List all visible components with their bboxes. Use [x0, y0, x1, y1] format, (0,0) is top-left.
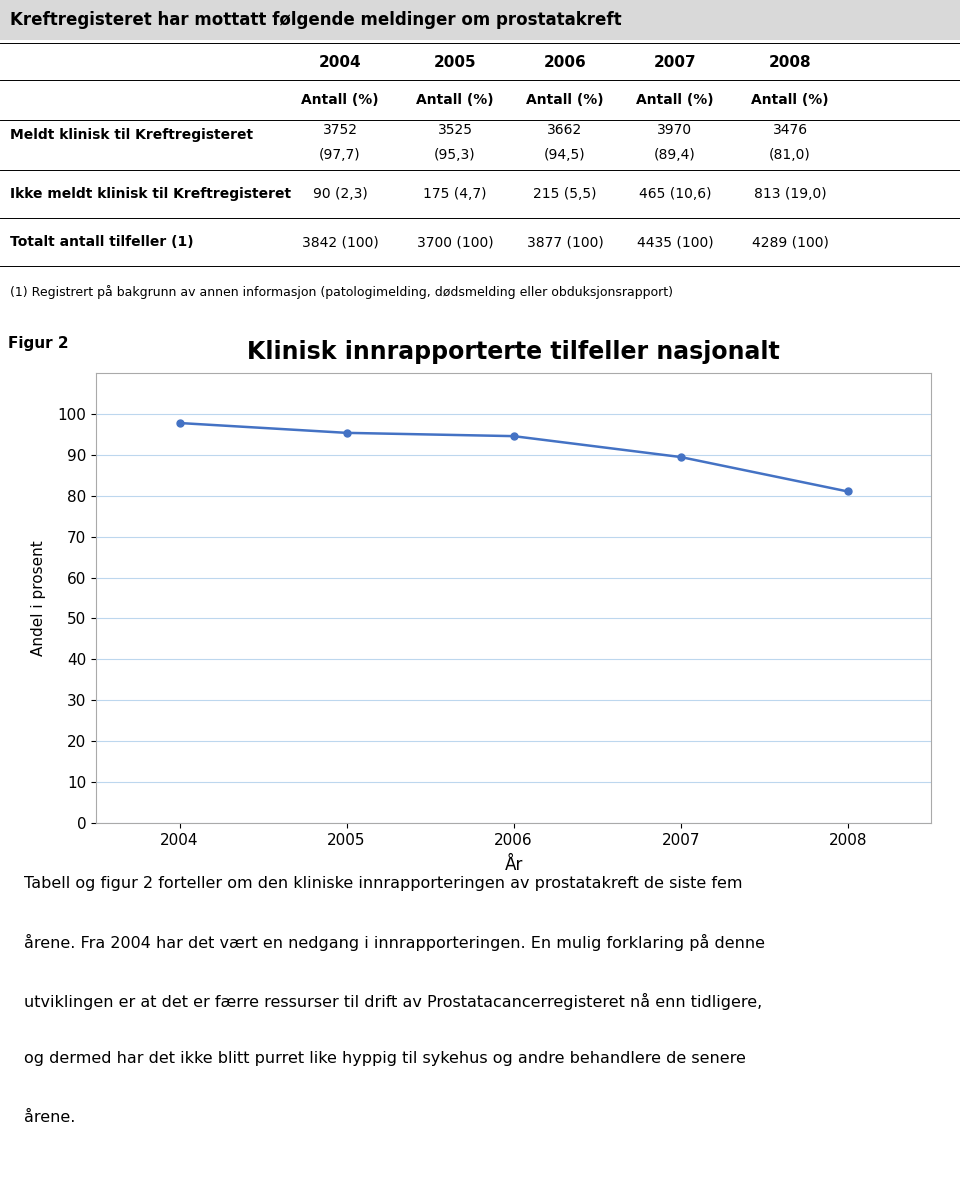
- Text: og dermed har det ikke blitt purret like hyppig til sykehus og andre behandlere : og dermed har det ikke blitt purret like…: [24, 1052, 746, 1066]
- Text: Kreftregisteret har mottatt følgende meldinger om prostatakreft: Kreftregisteret har mottatt følgende mel…: [10, 11, 622, 29]
- Text: utviklingen er at det er færre ressurser til drift av Prostatacancerregisteret n: utviklingen er at det er færre ressurser…: [24, 993, 762, 1010]
- Text: Antall (%): Antall (%): [526, 94, 604, 107]
- X-axis label: År: År: [504, 857, 523, 874]
- Text: 3525: 3525: [438, 124, 472, 137]
- Text: 2006: 2006: [543, 54, 587, 70]
- Text: Antall (%): Antall (%): [751, 94, 828, 107]
- Text: 813 (19,0): 813 (19,0): [754, 188, 827, 201]
- Text: årene.: årene.: [24, 1109, 76, 1125]
- Text: (97,7): (97,7): [319, 148, 361, 162]
- Text: 3752: 3752: [323, 124, 357, 137]
- Text: Ikke meldt klinisk til Kreftregisteret: Ikke meldt klinisk til Kreftregisteret: [10, 188, 291, 201]
- Text: 3970: 3970: [658, 124, 692, 137]
- Y-axis label: Andel i prosent: Andel i prosent: [32, 540, 46, 656]
- Text: Antall (%): Antall (%): [417, 94, 493, 107]
- Text: 3700 (100): 3700 (100): [417, 236, 493, 249]
- Text: Antall (%): Antall (%): [636, 94, 714, 107]
- Text: 3877 (100): 3877 (100): [527, 236, 604, 249]
- Text: 4435 (100): 4435 (100): [636, 236, 713, 249]
- Text: Antall (%): Antall (%): [301, 94, 379, 107]
- Text: (89,4): (89,4): [654, 148, 696, 162]
- Text: (81,0): (81,0): [769, 148, 811, 162]
- Text: 90 (2,3): 90 (2,3): [313, 188, 368, 201]
- Text: 2004: 2004: [319, 54, 361, 70]
- Text: 215 (5,5): 215 (5,5): [533, 188, 597, 201]
- Text: 465 (10,6): 465 (10,6): [638, 188, 711, 201]
- Text: Meldt klinisk til Kreftregisteret: Meldt klinisk til Kreftregisteret: [10, 129, 253, 142]
- Text: Figur 2: Figur 2: [8, 337, 68, 351]
- Text: årene. Fra 2004 har det vært en nedgang i innrapporteringen. En mulig forklaring: årene. Fra 2004 har det vært en nedgang …: [24, 934, 765, 951]
- Text: 3476: 3476: [773, 124, 807, 137]
- Text: 3842 (100): 3842 (100): [301, 236, 378, 249]
- Text: Tabell og figur 2 forteller om den kliniske innrapporteringen av prostatakreft d: Tabell og figur 2 forteller om den klini…: [24, 876, 742, 891]
- Text: 2007: 2007: [654, 54, 696, 70]
- Text: (94,5): (94,5): [544, 148, 586, 162]
- Text: (1) Registrert på bakgrunn av annen informasjon (patologimelding, dødsmelding el: (1) Registrert på bakgrunn av annen info…: [10, 286, 673, 299]
- Text: 3662: 3662: [547, 124, 583, 137]
- Text: (95,3): (95,3): [434, 148, 476, 162]
- Text: Totalt antall tilfeller (1): Totalt antall tilfeller (1): [10, 236, 194, 249]
- Text: 4289 (100): 4289 (100): [752, 236, 828, 249]
- Text: 2008: 2008: [769, 54, 811, 70]
- Bar: [0, 0, 960, 40]
- Text: 2005: 2005: [434, 54, 476, 70]
- Title: Klinisk innrapporterte tilfeller nasjonalt: Klinisk innrapporterte tilfeller nasjona…: [248, 340, 780, 364]
- Text: 175 (4,7): 175 (4,7): [423, 188, 487, 201]
